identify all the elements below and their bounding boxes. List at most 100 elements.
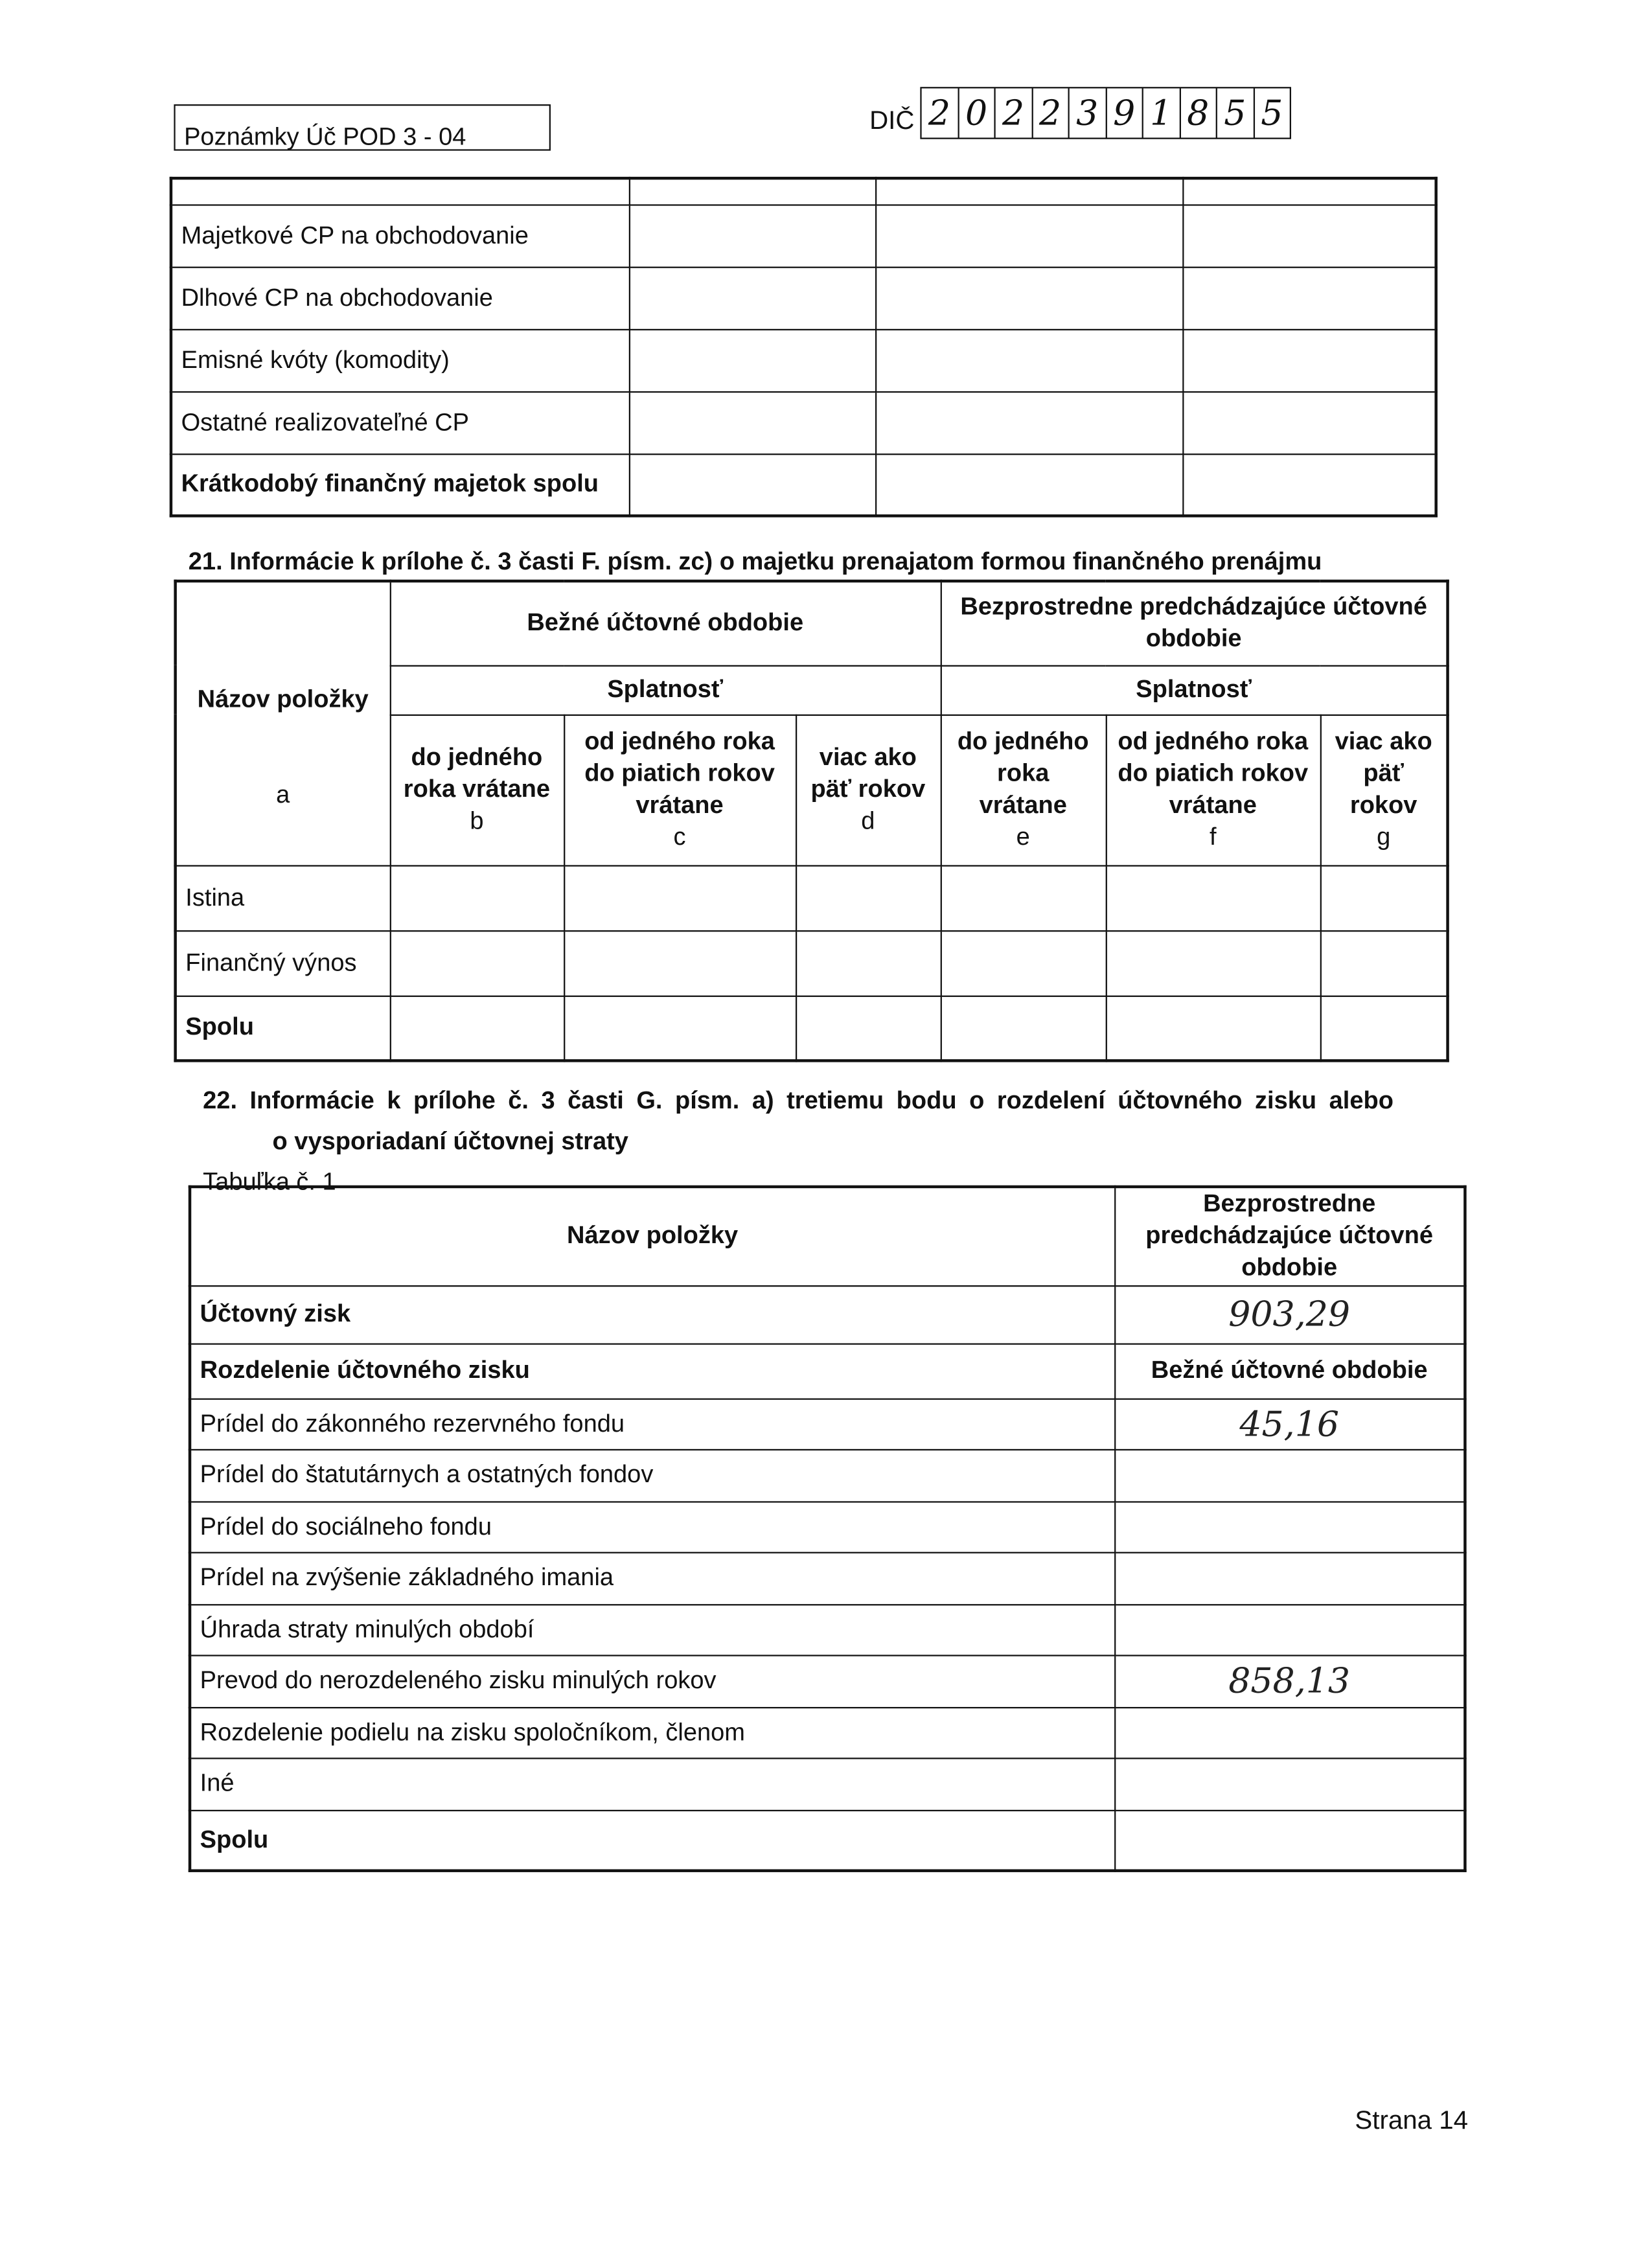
value-cell (562, 994, 797, 1062)
row-label: Dlhové CP na obchodovanie (170, 266, 630, 330)
value-cell (794, 929, 941, 996)
current-period-header: Bežné účtovné obdobie (1113, 1342, 1466, 1399)
row-label: Prevod do nerozdeleného zisku minulých r… (189, 1655, 1116, 1708)
value-cell (939, 994, 1107, 1062)
subheader-label: viac ako päť rokov (810, 743, 926, 803)
profit-distribution-table: Názov položky Bezprostredne predchádzajú… (188, 1185, 1467, 1872)
col-name-header: Názov položky (189, 1186, 1116, 1287)
financial-assets-table: Majetkové CP na obchodovanie Dlhové CP na… (169, 176, 1438, 518)
value-cell (939, 864, 1107, 932)
row-label: Istina (174, 864, 391, 932)
value-cell (874, 390, 1184, 455)
section-21-title: 21. Informácie k prílohe č. 3 časti F. p… (188, 547, 1322, 576)
form-label: Poznámky Úč POD 3 - 04 (174, 104, 551, 151)
row-value (1113, 1809, 1466, 1872)
table-row: Spolu (174, 994, 1449, 1062)
dic-digit: 2 (996, 88, 1033, 138)
value-cell (628, 266, 877, 330)
value-cell (874, 266, 1184, 330)
row-label: Ostatné realizovateľné CP (170, 390, 630, 455)
profit-label: Účtovný zisk (189, 1284, 1116, 1344)
maturity-subheader: viac ako päť rokov d (794, 713, 941, 866)
table-row: Ostatné realizovateľné CP (170, 390, 1437, 455)
table-row: Prídel na zvýšenie základného imania (189, 1552, 1466, 1605)
row-label: Rozdelenie podielu na zisku spoločníkom,… (189, 1706, 1116, 1759)
value-cell (1319, 994, 1449, 1062)
row-label: Krátkodobý finančný majetok spolu (170, 453, 630, 517)
maturity-subheader: viac ako päť rokov g (1319, 713, 1449, 866)
row-label: Emisné kvóty (komodity) (170, 328, 630, 393)
subheader-letter: f (1209, 823, 1217, 851)
row-label: Iné (189, 1758, 1116, 1811)
row-label: Spolu (189, 1809, 1116, 1872)
table-row: Prídel do sociálneho fondu (189, 1500, 1466, 1553)
value-cell (939, 929, 1107, 996)
row-value (1113, 1758, 1466, 1811)
row-label: Úhrada straty minulých období (189, 1603, 1116, 1656)
row-label: Prídel do zákonného rezervného fondu (189, 1397, 1116, 1451)
value-cell (1182, 203, 1437, 268)
value-cell (562, 929, 797, 996)
value-cell (1182, 328, 1437, 393)
value-cell (1319, 929, 1449, 996)
maturity-subheader: od jedného roka do piatich rokov vrátane… (562, 713, 797, 866)
table-row: Dlhové CP na obchodovanie (170, 266, 1437, 330)
value-cell (562, 864, 797, 932)
value-cell (874, 328, 1184, 393)
subheader-letter: g (1377, 823, 1391, 851)
subheader-label: od jedného roka do piatich rokov vrátane (584, 727, 775, 819)
subheader-letter: e (1016, 823, 1030, 851)
row-label: Prídel do sociálneho fondu (189, 1500, 1116, 1553)
table-row: Krátkodobý finančný majetok spolu (170, 453, 1437, 517)
value-cell (1105, 864, 1321, 932)
dic-digit: 9 (1107, 88, 1143, 138)
section-22-title: 22. Informácie k prílohe č. 3 časti G. p… (203, 1086, 1394, 1115)
value-cell (794, 864, 941, 932)
table-row: Emisné kvóty (komodity) (170, 328, 1437, 393)
subheader-letter: c (673, 823, 686, 851)
finance-lease-table: Názov položky a Bežné účtovné obdobie Bez… (174, 579, 1449, 1062)
previous-period-header: Bezprostredne predchádzajúce účtovné obd… (939, 580, 1449, 666)
value-cell (628, 453, 877, 517)
subheader-letter: b (470, 807, 484, 835)
previous-period-header: Bezprostredne predchádzajúce účtovné obd… (1113, 1186, 1466, 1287)
table-row: Spolu (189, 1809, 1466, 1872)
value-cell (389, 929, 565, 996)
subheader-label: viac ako päť rokov (1335, 727, 1432, 819)
value-cell (628, 390, 877, 455)
profit-value: 903,29 (1113, 1284, 1466, 1344)
row-value: 45,16 (1113, 1397, 1466, 1451)
maturity-subheader: od jedného roka do piatich rokov vrátane… (1105, 713, 1321, 866)
value-cell (794, 994, 941, 1062)
value-cell (1182, 453, 1437, 517)
maturity-subheader: do jedného roka vrátane b (389, 713, 565, 866)
row-label: Prídel do štatutárnych a ostatných fondo… (189, 1449, 1116, 1502)
row-label: Finančný výnos (174, 929, 391, 996)
value-cell (1319, 864, 1449, 932)
value-cell (1182, 266, 1437, 330)
subheader-letter: d (861, 807, 875, 835)
value-cell (389, 864, 565, 932)
value-cell (1105, 929, 1321, 996)
table-row: Majetkové CP na obchodovanie (170, 203, 1437, 268)
dic-digit: 2 (1033, 88, 1070, 138)
table-row: Prevod do nerozdeleného zisku minulých r… (189, 1655, 1466, 1708)
table-row: Prídel do štatutárnych a ostatných fondo… (189, 1449, 1466, 1502)
value-cell (874, 453, 1184, 517)
value-cell (389, 994, 565, 1062)
subheader-label: do jedného roka vrátane (403, 743, 551, 803)
row-label: Majetkové CP na obchodovanie (170, 203, 630, 268)
row-value (1113, 1500, 1466, 1553)
dic-digit: 2 (922, 88, 959, 138)
row-value (1113, 1449, 1466, 1502)
maturity-subheader: do jedného roka vrátane e (939, 713, 1107, 866)
table-row: Istina (174, 864, 1449, 932)
value-cell (628, 328, 877, 393)
dic-digit: 0 (959, 88, 996, 138)
dic-digit: 5 (1261, 93, 1283, 133)
col-letter: a (276, 781, 290, 809)
row-value (1113, 1706, 1466, 1759)
row-label: Prídel na zvýšenie základného imania (189, 1552, 1116, 1605)
distribution-label: Rozdelenie účtovného zisku (189, 1342, 1116, 1399)
